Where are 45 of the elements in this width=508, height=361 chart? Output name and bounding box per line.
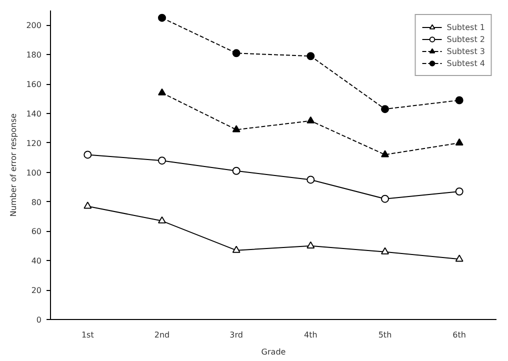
point [455,187,464,196]
y-tick-label: 40 [31,256,42,266]
y-tick-label: 0 [36,316,42,324]
point [232,246,240,253]
point [306,176,315,184]
point [381,150,389,158]
x-tick-label: 5th [378,330,392,340]
y-tick-label: 60 [31,227,42,236]
x-axis-title: Grade [261,348,286,356]
point [306,241,315,248]
y-tick-label: 200 [26,21,42,30]
point [306,52,315,60]
legend-label: Subtest 2 [446,34,485,45]
legend-label: Subtest 4 [446,58,485,69]
point [381,247,389,254]
x-tick-label: 4th [304,330,318,340]
legend-label: Subtest 1 [446,22,485,33]
point [158,88,166,96]
point [84,150,92,159]
x-tick-label: 6th [452,330,466,340]
y-tick-label: 80 [31,198,42,207]
y-tick-label: 120 [26,138,42,148]
point [455,96,464,104]
point [84,202,92,209]
y-tick-label: 100 [26,168,42,178]
point [306,116,315,124]
point [455,138,464,146]
point [158,14,166,22]
point [158,216,166,224]
x-tick-label: 2nd [154,330,170,340]
y-tick-label: 160 [26,80,42,90]
x-tick-label: 3rd [230,330,244,340]
y-tick-label: 140 [26,110,42,118]
y-tick-label: 180 [26,50,42,60]
point [381,194,389,203]
point [455,254,464,262]
point [232,166,240,175]
y-axis-title: Number of error response [9,113,18,217]
point [232,125,240,132]
point [232,49,240,58]
y-tick-label: 20 [31,286,42,296]
x-tick-label: 1st [81,330,94,340]
legend-label: Subtest 3 [446,46,485,57]
point [158,156,166,165]
point [381,105,389,114]
